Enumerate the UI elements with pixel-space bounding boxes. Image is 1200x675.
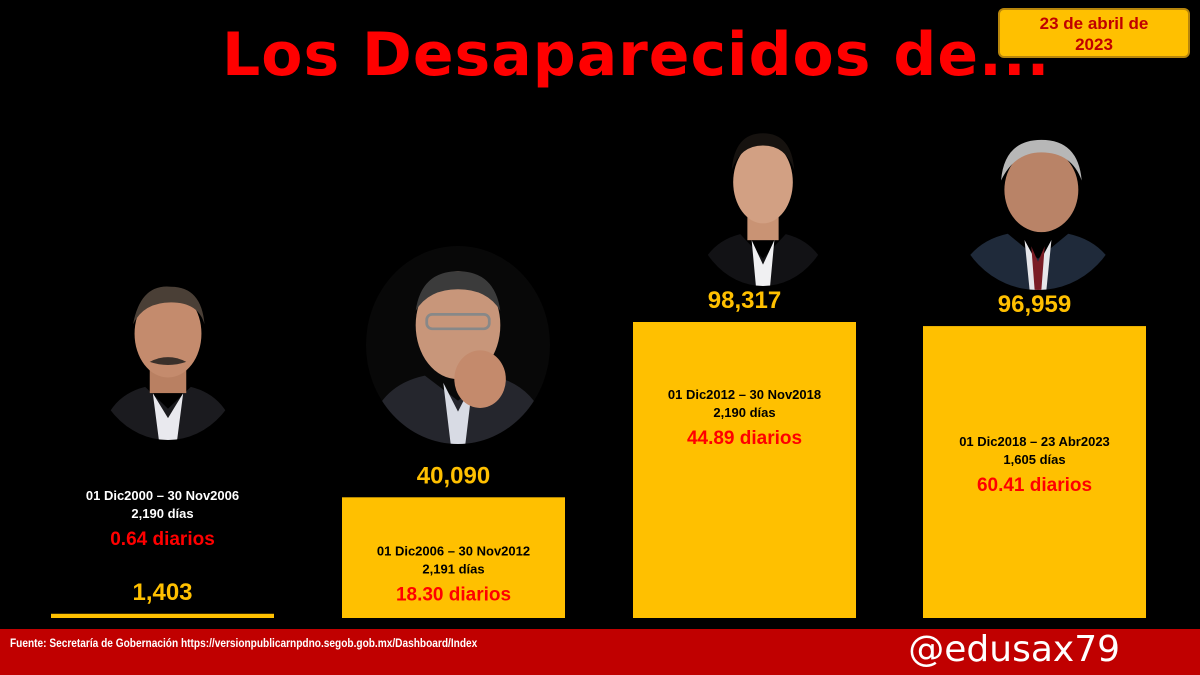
daily-rate-label-2: 18.30 diarios [396,584,511,605]
bar-value-label-4: 96,959 [998,291,1071,318]
portrait-photo-2 [366,246,550,444]
source-text: Fuente: Secretaría de Gobernación https:… [10,638,478,650]
date-badge: 23 de abril de 2023 [998,8,1190,58]
period-label-2: 01 Dic2006 – 30 Nov2012 [377,543,530,558]
portrait-photo-1 [92,268,244,440]
bar-1 [51,613,274,618]
portrait-photo-4 [954,118,1122,290]
bar-4 [923,326,1146,618]
social-handle: @edusax79 [908,629,1120,670]
days-label-4: 1,605 días [1003,452,1065,467]
days-label-2: 2,191 días [422,561,484,576]
period-label-4: 01 Dic2018 – 23 Abr2023 [959,434,1110,449]
period-label-3: 01 Dic2012 – 30 Nov2018 [668,387,821,402]
daily-rate-label-4: 60.41 diarios [977,475,1092,496]
bar-3 [633,322,856,618]
date-line-1: 23 de abril de [1039,14,1149,33]
bar-value-label-3: 98,317 [708,287,781,314]
bar-2 [342,497,565,618]
days-label-3: 2,190 días [713,405,775,420]
daily-rate-label-1: 0.64 diarios [110,529,215,550]
period-label-1: 01 Dic2000 – 30 Nov2006 [86,488,239,503]
date-line-2: 2023 [1075,35,1113,54]
page-title: Los Desaparecidos de... [222,20,1051,90]
days-label-1: 2,190 días [131,506,193,521]
daily-rate-label-3: 44.89 diarios [687,428,802,449]
bar-value-label-1: 1,403 [132,579,192,606]
bar-value-label-2: 40,090 [417,462,490,489]
footer-bar: Fuente: Secretaría de Gobernación https:… [0,629,1200,675]
portrait-photo-3 [692,118,834,286]
